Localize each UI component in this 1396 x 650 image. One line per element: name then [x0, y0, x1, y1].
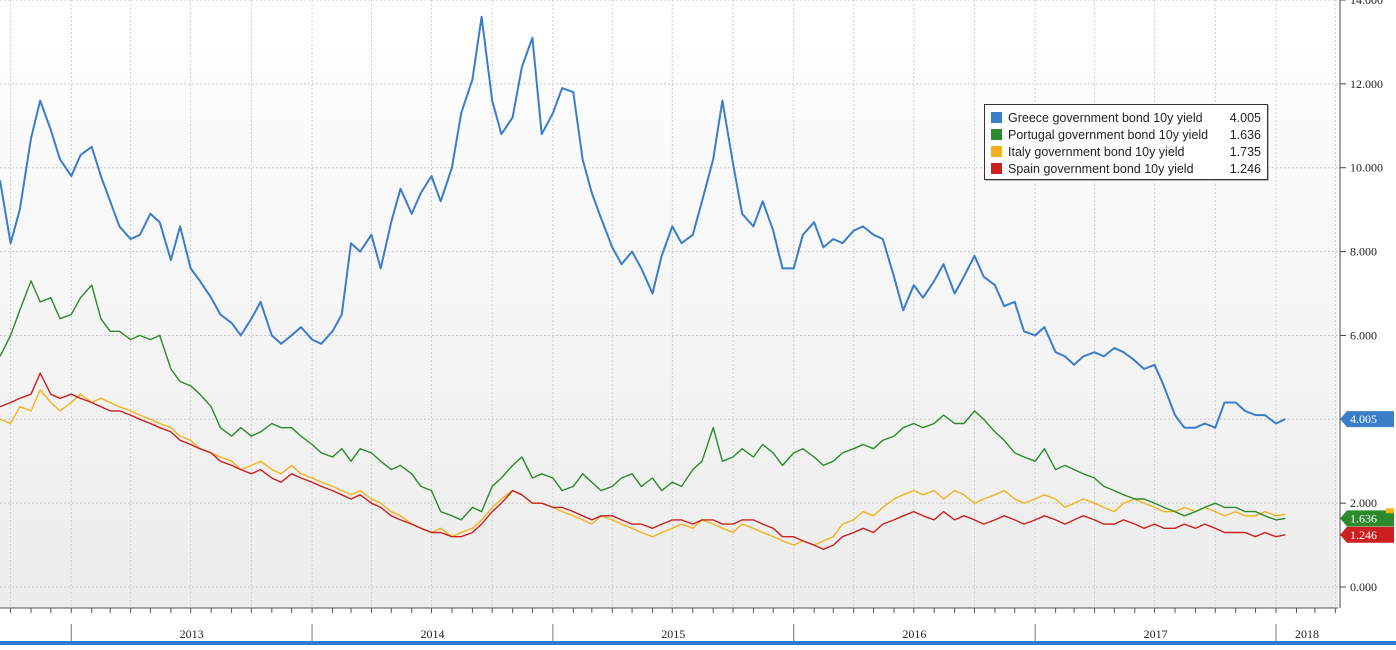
legend-item-greece: Greece government bond 10y yield 4.005	[991, 109, 1261, 126]
legend-item-portugal: Portugal government bond 10y yield 1.636	[991, 126, 1261, 143]
y-tick-label: 10.000	[1350, 161, 1383, 175]
legend-label-italy: Italy government bond 10y yield	[1008, 144, 1185, 159]
x-year-label: 2013	[180, 627, 204, 641]
series-line-greece	[0, 15, 1286, 429]
legend-item-spain: Spain government bond 10y yield 1.246	[991, 160, 1261, 177]
legend-swatch-spain	[991, 163, 1002, 174]
x-year-label: 2016	[902, 627, 926, 641]
legend-swatch-portugal	[991, 129, 1002, 140]
bottom-accent-bar	[0, 641, 1396, 645]
legend-value-italy: 1.735	[1229, 144, 1261, 159]
last-value-flag-text: 1.246	[1350, 528, 1377, 542]
last-value-flag-greece: 4.005	[1340, 411, 1394, 428]
y-tick-label: 12.000	[1350, 77, 1383, 91]
series-line-portugal	[0, 280, 1286, 521]
y-tick-label: 2.000	[1350, 496, 1377, 510]
legend-label-portugal: Portugal government bond 10y yield	[1008, 127, 1209, 142]
series-line-italy	[0, 389, 1286, 546]
plot-background	[0, 0, 1338, 608]
x-year-label: 2015	[661, 627, 685, 641]
legend-value-portugal: 1.636	[1229, 127, 1261, 142]
last-value-flag-portugal: 1.636	[1340, 510, 1394, 527]
x-year-label: 2017	[1144, 627, 1168, 641]
y-tick-label: 0.000	[1350, 580, 1377, 594]
legend-swatch-italy	[991, 146, 1002, 157]
legend-swatch-greece	[991, 112, 1002, 123]
last-value-flag-text: 1.636	[1350, 511, 1377, 525]
last-value-flag-shape	[1340, 510, 1394, 527]
last-value-flag-italy	[1386, 508, 1394, 514]
legend-label-greece: Greece government bond 10y yield	[1008, 110, 1203, 125]
legend-item-italy: Italy government bond 10y yield 1.735	[991, 143, 1261, 160]
last-value-flag-shape	[1340, 526, 1394, 543]
y-tick-label: 8.000	[1350, 245, 1377, 259]
x-year-label: 2018	[1295, 627, 1319, 641]
y-tick-label: 14.000	[1350, 0, 1383, 7]
legend-value-greece: 4.005	[1229, 110, 1261, 125]
legend-value-spain: 1.246	[1229, 161, 1261, 176]
x-year-label: 2014	[420, 627, 444, 641]
last-value-flag-spain: 1.246	[1340, 526, 1394, 543]
last-value-labels: 4.005 1.636 1.246	[1340, 411, 1394, 543]
y-tick-label: 6.000	[1350, 328, 1377, 342]
last-value-flag-shape	[1340, 411, 1394, 428]
series-line-spain	[0, 372, 1286, 550]
x-axis: 2013 2014 2015 2016 2017 2018	[0, 607, 1338, 641]
series-lines	[0, 15, 1286, 550]
last-value-flag-text: 4.005	[1350, 412, 1377, 426]
legend: Greece government bond 10y yield 4.005 P…	[984, 104, 1268, 180]
grid-lines	[0, 0, 1338, 608]
legend-label-spain: Spain government bond 10y yield	[1008, 161, 1194, 176]
